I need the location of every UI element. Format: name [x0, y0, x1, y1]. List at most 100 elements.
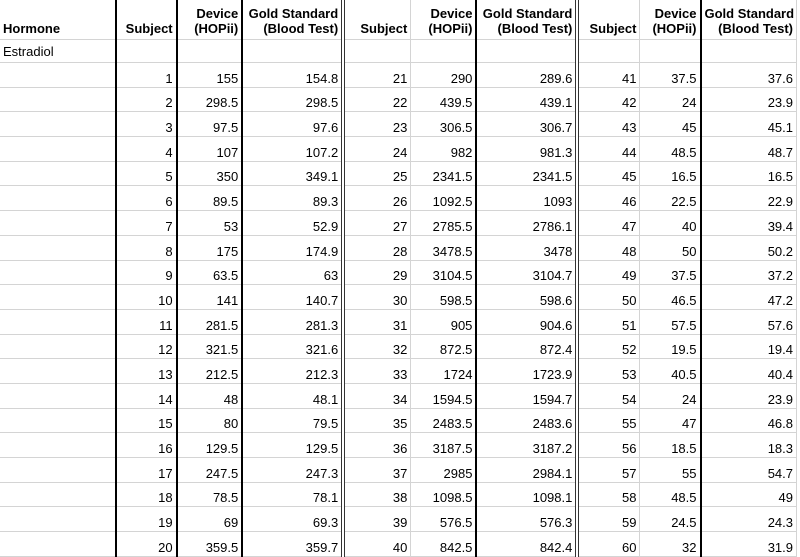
subject-cell[interactable]: 30 — [343, 284, 412, 310]
subject-cell[interactable]: 28 — [343, 235, 412, 261]
device-cell[interactable]: 872.5 — [410, 334, 478, 360]
header-subject[interactable]: Subject — [577, 0, 641, 40]
gold-standard-cell[interactable]: 140.7 — [242, 284, 346, 310]
subject-cell[interactable]: 5 — [115, 161, 178, 187]
device-cell[interactable]: 107 — [176, 136, 244, 162]
subject-cell[interactable]: 11 — [115, 309, 178, 335]
hormone-cell[interactable] — [0, 161, 117, 187]
device-cell[interactable]: 89.5 — [176, 185, 244, 212]
gold-standard-cell[interactable]: 24.3 — [700, 506, 797, 533]
gold-standard-cell[interactable]: 22.9 — [700, 185, 797, 212]
gold-standard-cell[interactable]: 97.6 — [242, 111, 346, 138]
subject-cell[interactable]: 21 — [343, 62, 412, 88]
empty-cell[interactable] — [410, 39, 478, 63]
gold-standard-cell[interactable]: 904.6 — [476, 309, 580, 335]
subject-cell[interactable]: 49 — [577, 260, 641, 286]
device-cell[interactable]: 16.5 — [639, 161, 702, 187]
device-cell[interactable]: 40.5 — [639, 358, 702, 384]
empty-cell[interactable] — [700, 39, 797, 63]
device-cell[interactable]: 576.5 — [410, 506, 478, 533]
device-cell[interactable]: 842.5 — [410, 531, 478, 557]
subject-cell[interactable]: 53 — [577, 358, 641, 384]
device-cell[interactable]: 982 — [410, 136, 478, 162]
subject-cell[interactable]: 39 — [343, 506, 412, 533]
gold-standard-cell[interactable]: 46.8 — [700, 408, 797, 434]
gold-standard-cell[interactable]: 2786.1 — [476, 210, 580, 236]
subject-cell[interactable]: 19 — [115, 506, 178, 533]
subject-cell[interactable]: 40 — [343, 531, 412, 557]
gold-standard-cell[interactable]: 19.4 — [700, 334, 797, 360]
gold-standard-cell[interactable]: 31.9 — [700, 531, 797, 557]
gold-standard-cell[interactable]: 174.9 — [242, 235, 346, 261]
hormone-cell[interactable] — [0, 482, 117, 508]
gold-standard-cell[interactable]: 321.6 — [242, 334, 346, 360]
subject-cell[interactable]: 18 — [115, 482, 178, 508]
subject-cell[interactable]: 36 — [343, 432, 412, 458]
subject-cell[interactable]: 38 — [343, 482, 412, 508]
subject-cell[interactable]: 10 — [115, 284, 178, 310]
subject-cell[interactable]: 24 — [343, 136, 412, 162]
subject-cell[interactable]: 44 — [577, 136, 641, 162]
gold-standard-cell[interactable]: 50.2 — [700, 235, 797, 261]
subject-cell[interactable]: 16 — [115, 432, 178, 458]
device-cell[interactable]: 53 — [176, 210, 244, 236]
hormone-cell[interactable] — [0, 408, 117, 434]
gold-standard-cell[interactable]: 37.6 — [700, 62, 797, 88]
hormone-cell[interactable] — [0, 506, 117, 533]
gold-standard-cell[interactable]: 49 — [700, 482, 797, 508]
device-cell[interactable]: 22.5 — [639, 185, 702, 212]
hormone-cell[interactable] — [0, 383, 117, 409]
device-cell[interactable]: 359.5 — [176, 531, 244, 557]
subject-cell[interactable]: 51 — [577, 309, 641, 335]
gold-standard-cell[interactable]: 3478 — [476, 235, 580, 261]
hormone-cell[interactable] — [0, 136, 117, 162]
subject-cell[interactable]: 12 — [115, 334, 178, 360]
subject-cell[interactable]: 29 — [343, 260, 412, 286]
device-cell[interactable]: 55 — [639, 457, 702, 483]
device-cell[interactable]: 37.5 — [639, 260, 702, 286]
hormone-cell[interactable] — [0, 87, 117, 113]
gold-standard-cell[interactable]: 1093 — [476, 185, 580, 212]
gold-standard-cell[interactable]: 48.7 — [700, 136, 797, 162]
subject-cell[interactable]: 7 — [115, 210, 178, 236]
gold-standard-cell[interactable]: 154.8 — [242, 62, 346, 88]
subject-cell[interactable]: 31 — [343, 309, 412, 335]
gold-standard-cell[interactable]: 40.4 — [700, 358, 797, 384]
subject-cell[interactable]: 54 — [577, 383, 641, 409]
device-cell[interactable]: 80 — [176, 408, 244, 434]
device-cell[interactable]: 298.5 — [176, 87, 244, 113]
subject-cell[interactable]: 33 — [343, 358, 412, 384]
device-cell[interactable]: 24 — [639, 87, 702, 113]
device-cell[interactable]: 129.5 — [176, 432, 244, 458]
device-cell[interactable]: 1724 — [410, 358, 478, 384]
subject-cell[interactable]: 60 — [577, 531, 641, 557]
gold-standard-cell[interactable]: 45.1 — [700, 111, 797, 138]
gold-standard-cell[interactable]: 37.2 — [700, 260, 797, 286]
subject-cell[interactable]: 35 — [343, 408, 412, 434]
header-gold-standard[interactable]: Gold Standard (Blood Test) — [476, 0, 580, 40]
subject-cell[interactable]: 41 — [577, 62, 641, 88]
header-subject[interactable]: Subject — [343, 0, 412, 40]
subject-cell[interactable]: 17 — [115, 457, 178, 483]
device-cell[interactable]: 48.5 — [639, 482, 702, 508]
device-cell[interactable]: 57.5 — [639, 309, 702, 335]
subject-cell[interactable]: 48 — [577, 235, 641, 261]
device-cell[interactable]: 46.5 — [639, 284, 702, 310]
device-cell[interactable]: 350 — [176, 161, 244, 187]
hormone-cell[interactable] — [0, 210, 117, 236]
hormone-cell[interactable] — [0, 531, 117, 557]
device-cell[interactable]: 69 — [176, 506, 244, 533]
empty-cell[interactable] — [242, 39, 346, 63]
gold-standard-cell[interactable]: 18.3 — [700, 432, 797, 458]
subject-cell[interactable]: 27 — [343, 210, 412, 236]
subject-cell[interactable]: 9 — [115, 260, 178, 286]
device-cell[interactable]: 48 — [176, 383, 244, 409]
header-device[interactable]: Device (HOPii) — [410, 0, 478, 40]
subject-cell[interactable]: 22 — [343, 87, 412, 113]
subject-cell[interactable]: 1 — [115, 62, 178, 88]
subject-cell[interactable]: 23 — [343, 111, 412, 138]
device-cell[interactable]: 48.5 — [639, 136, 702, 162]
gold-standard-cell[interactable]: 212.3 — [242, 358, 346, 384]
subject-cell[interactable]: 47 — [577, 210, 641, 236]
subject-cell[interactable]: 4 — [115, 136, 178, 162]
